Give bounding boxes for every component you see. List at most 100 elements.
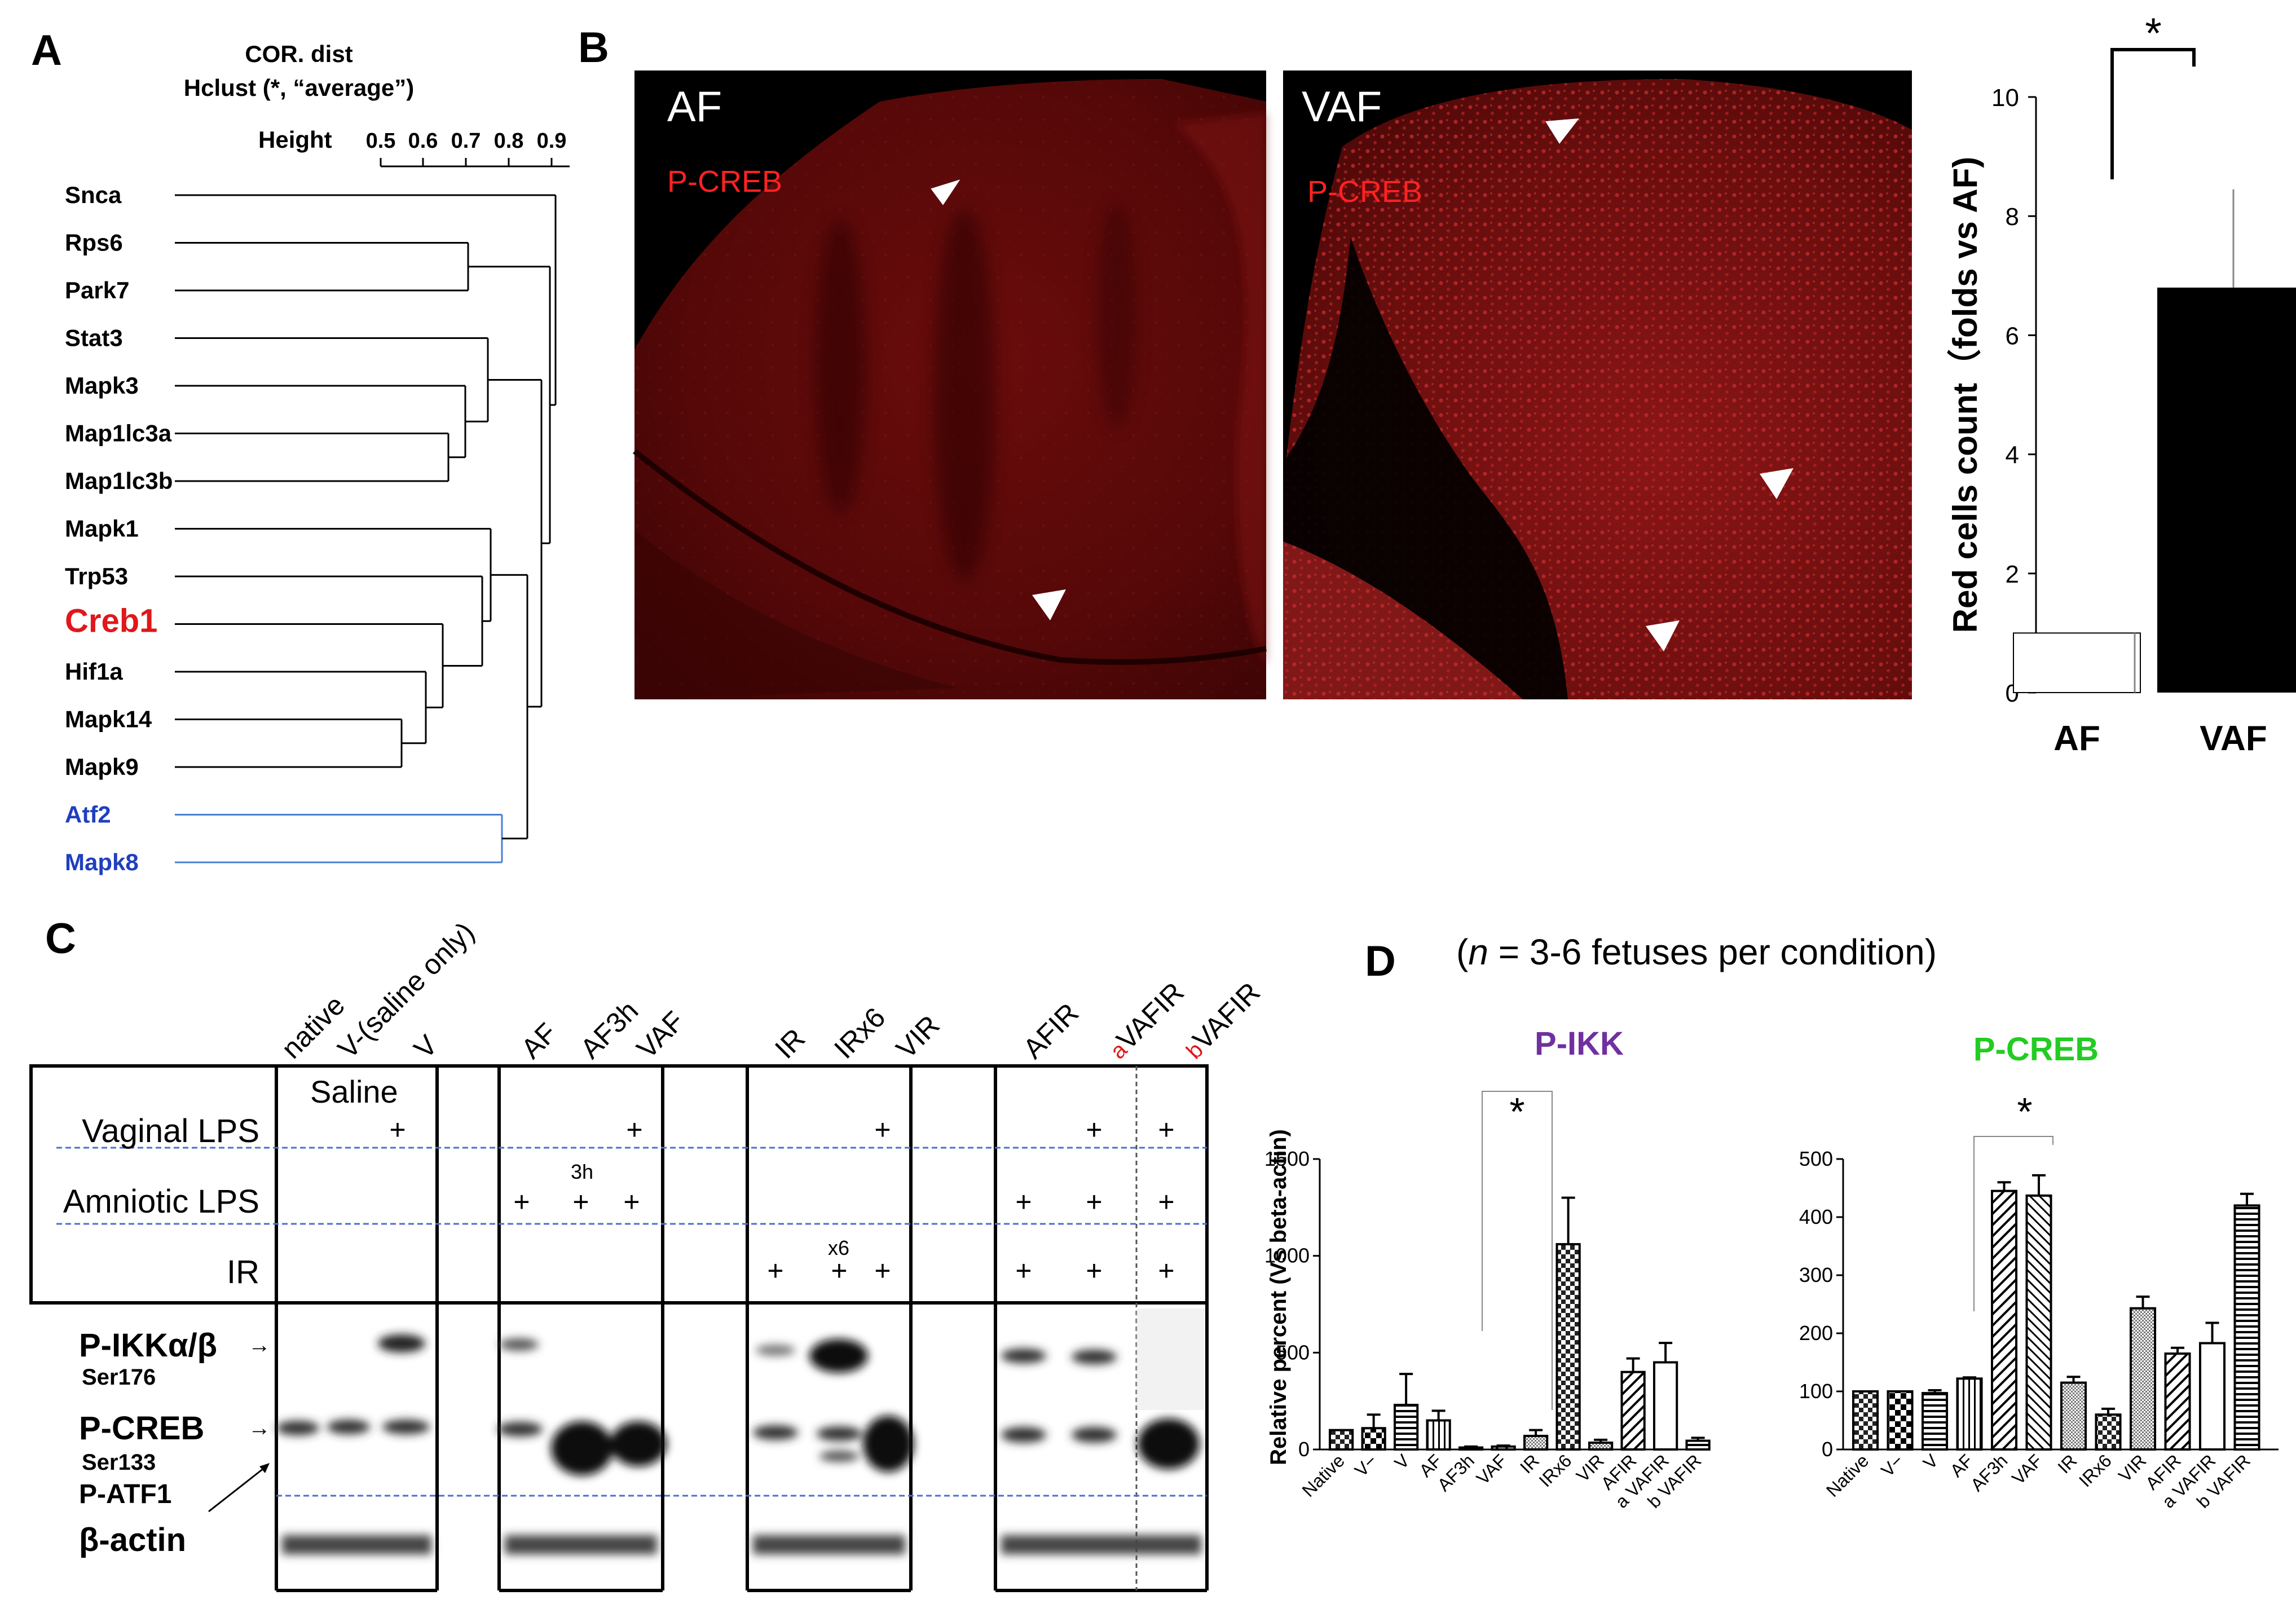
gene-label: Rps6: [65, 230, 123, 256]
arrowhead-icon: [259, 1463, 270, 1473]
x-tick-label: V−: [1877, 1450, 1907, 1480]
gene-labels: Snca Rps6 Park7 Stat3 Mapk3 Map1lc3a Map1lc3b M…: [65, 182, 173, 875]
plus-mark: +: [1158, 1255, 1174, 1286]
bar: [1394, 1404, 1419, 1451]
y-tick-label: 1500: [1264, 1147, 1310, 1170]
gene-label: Map1lc3a: [65, 420, 172, 447]
bar: [1491, 1445, 1516, 1451]
gene-label: Mapk1: [65, 515, 139, 542]
y-tick-label: 4: [2006, 442, 2019, 469]
western-blot: [276, 1308, 1204, 1554]
panel-d-subtitle: (n = 3-6 fetuses per condition): [1456, 932, 1937, 972]
bar: [1588, 1441, 1614, 1451]
bar: [2233, 1204, 2260, 1451]
y-tick-label: 2: [2006, 561, 2019, 588]
lane-label: bVAFIR: [1178, 976, 1266, 1065]
saline-label: Saline: [310, 1074, 398, 1109]
x-tick-label: V: [1919, 1450, 1942, 1473]
arrowhead-icon: [931, 179, 960, 205]
note-3h: 3h: [571, 1160, 593, 1183]
plus-mark: +: [1086, 1255, 1102, 1286]
gene-label: Creb1: [65, 603, 157, 640]
y-tick-label: 1000: [1264, 1244, 1310, 1267]
height-tick: 0.8: [494, 129, 524, 153]
lane-label-text: VAFIR: [1110, 976, 1190, 1056]
plus-mark: +: [626, 1114, 642, 1145]
bar: [1685, 1439, 1711, 1451]
plus-mark: +: [767, 1255, 783, 1286]
dendrogram-title-line1: COR. dist: [245, 41, 352, 67]
stain-label-vaf: P-CREB: [1307, 175, 1422, 209]
significance-bracket: [1482, 1091, 1553, 1410]
dendrogram-title-line2: Hclust (*, “average”): [184, 74, 414, 101]
y-axis-label: Relative percent (Vs beta-actin): [1266, 1129, 1291, 1465]
lane-label: VIR: [890, 1009, 946, 1065]
lane-label-text: VAFIR: [1187, 976, 1266, 1056]
lane-label: V-(saline only): [332, 916, 481, 1065]
bar: [1523, 1434, 1549, 1451]
bar: [2095, 1413, 2122, 1451]
plus-mark: +: [1158, 1114, 1174, 1145]
gene-label: Mapk8: [65, 849, 139, 875]
plus-mark: +: [1086, 1186, 1102, 1218]
bar-vaf: [2157, 287, 2296, 693]
stain-label-af: P-CREB: [667, 165, 782, 199]
panel-a-letter: A: [31, 27, 62, 74]
plus-mark: +: [1158, 1186, 1174, 1218]
y-tick-label: 300: [1799, 1263, 1833, 1286]
bar: [1956, 1377, 1983, 1451]
plus-mark: +: [874, 1255, 891, 1286]
panel-a: A COR. dist Hclust (*, “average”) Height…: [31, 27, 570, 875]
y-tick-label: 6: [2006, 322, 2019, 350]
row-label-vaginal-lps: Vaginal LPS: [82, 1113, 259, 1149]
arrowhead-icon: [1760, 468, 1793, 499]
x-tick-label: VAF: [2200, 719, 2267, 758]
blot-labels: P-IKKα/β → Ser176 P-CREB → Ser133 P-ATF1…: [79, 1327, 271, 1558]
x-tick-label: IR: [2053, 1450, 2081, 1477]
plus-mark: +: [623, 1186, 640, 1218]
gene-label: Mapk9: [65, 753, 139, 780]
panel-c-letter: C: [45, 915, 76, 963]
y-tick-label: 500: [1799, 1147, 1833, 1170]
x-tick-label: AF3h: [1967, 1450, 2012, 1495]
x-tick-label: IRx6: [2075, 1450, 2116, 1491]
gene-label: Trp53: [65, 563, 128, 589]
arrowhead-icon: [1646, 620, 1680, 651]
plus-mark: +: [1015, 1255, 1032, 1286]
significance-bracket: [2110, 48, 2196, 179]
row-label-ir: IR: [227, 1254, 259, 1290]
chart-title: P-IKK: [1535, 1025, 1624, 1062]
lane-label: AF3h: [574, 995, 644, 1065]
bar: [1887, 1390, 1914, 1451]
bar: [2060, 1381, 2087, 1451]
bar: [1991, 1189, 2018, 1451]
gene-label: Mapk14: [65, 706, 152, 733]
panel-b-letter: B: [578, 24, 609, 72]
x-tick-label: V−: [1351, 1450, 1381, 1480]
plus-mark: +: [874, 1114, 891, 1145]
arrowhead-icon: [1032, 589, 1066, 620]
gene-label: Park7: [65, 277, 129, 303]
lane-label: V: [408, 1029, 444, 1065]
height-tick: 0.5: [366, 129, 396, 153]
bar: [1620, 1371, 1646, 1451]
arrow-icon: →: [248, 1416, 271, 1440]
gene-label: Atf2: [65, 801, 111, 828]
panel-b: B AF P-CREB VAF: [578, 10, 2296, 758]
image-label-vaf: VAF: [1302, 83, 1382, 131]
height-tick: 0.9: [537, 129, 567, 153]
gene-label: Mapk3: [65, 372, 139, 399]
plus-mark: +: [572, 1186, 589, 1218]
plus-mark: +: [1015, 1186, 1032, 1218]
arrow-icon: [208, 1465, 267, 1513]
blot-label-atf1: P-ATF1: [79, 1479, 171, 1509]
bar: [2025, 1194, 2052, 1451]
lane-label: IR: [769, 1023, 811, 1065]
significance-star: *: [2145, 10, 2162, 58]
x-tick-label: AF3h: [1434, 1450, 1479, 1495]
significance-star: *: [1509, 1090, 1524, 1134]
height-label: Height: [258, 126, 332, 153]
